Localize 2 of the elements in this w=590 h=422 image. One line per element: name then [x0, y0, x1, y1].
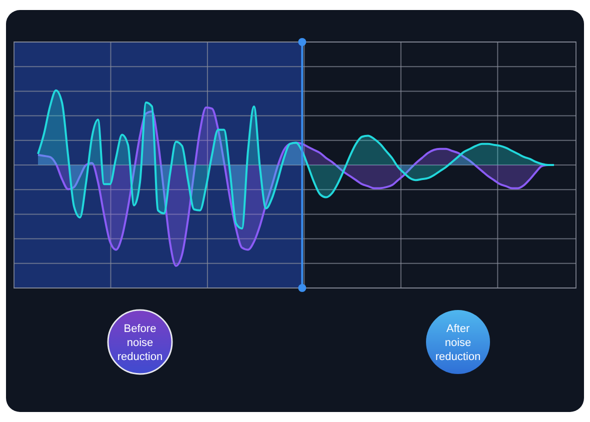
text: Before noise reduction: [117, 323, 163, 363]
text: After noise reduction: [435, 323, 481, 363]
